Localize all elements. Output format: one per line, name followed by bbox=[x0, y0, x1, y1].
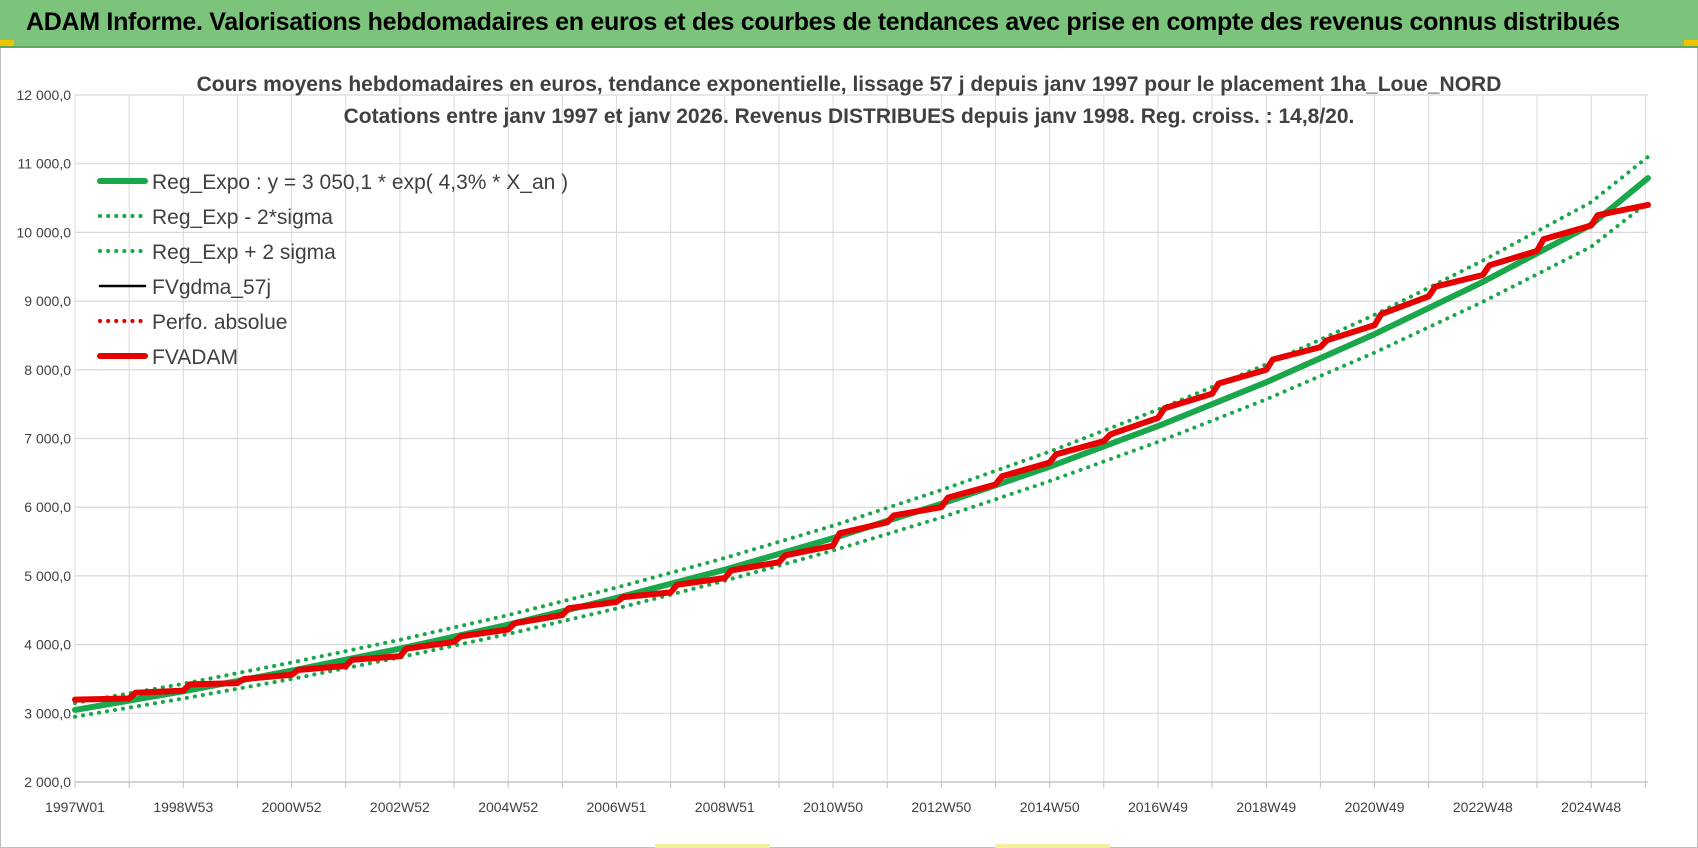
legend: Reg_Expo : y = 3 050,1 * exp( 4,3% * X_a… bbox=[97, 171, 568, 369]
y-tick-label: 3 000,0 bbox=[24, 705, 71, 721]
y-tick-label: 10 000,0 bbox=[17, 224, 72, 240]
bottom-marker bbox=[655, 844, 770, 848]
x-tick-label: 2020W49 bbox=[1345, 799, 1405, 815]
legend-label: Reg_Exp - 2*sigma bbox=[152, 206, 333, 229]
header-banner: ADAM Informe. Valorisations hebdomadaire… bbox=[0, 0, 1698, 48]
y-tick-label: 4 000,0 bbox=[24, 637, 71, 653]
grid-lines bbox=[74, 94, 1648, 783]
y-tick-label: 9 000,0 bbox=[24, 293, 71, 309]
series-line bbox=[72, 201, 1651, 703]
page-title: ADAM Informe. Valorisations hebdomadaire… bbox=[26, 8, 1620, 36]
chart-title: Cours moyens hebdomadaires en euros, ten… bbox=[197, 73, 1502, 128]
y-tick-label: 11 000,0 bbox=[18, 156, 72, 172]
y-tick-label: 12 000,0 bbox=[17, 87, 72, 103]
legend-label: FVADAM bbox=[152, 346, 238, 369]
y-tick-label: 6 000,0 bbox=[24, 499, 71, 515]
legend-label: Reg_Exp + 2 sigma bbox=[152, 241, 336, 264]
y-tick-label: 2 000,0 bbox=[24, 774, 71, 790]
legend-label: Reg_Expo : y = 3 050,1 * exp( 4,3% * X_a… bbox=[152, 171, 568, 194]
x-tick-label: 2024W48 bbox=[1561, 799, 1621, 815]
x-tick-label: 2002W52 bbox=[370, 799, 430, 815]
x-axis: 1997W01 1998W53 2000W52 2002W52 2004W52 2006W… bbox=[45, 781, 1648, 815]
series-line bbox=[73, 154, 1650, 705]
x-tick-label: 2018W49 bbox=[1236, 799, 1296, 815]
x-tick-label: 2022W48 bbox=[1453, 799, 1513, 815]
x-tick-label: 2010W50 bbox=[803, 799, 863, 815]
series-line bbox=[73, 203, 1650, 701]
x-tick-label: 1998W53 bbox=[153, 799, 213, 815]
y-axis: 2 000,0 3 000,0 4 000,0 5 000,0 6 000,0 7 000… bbox=[17, 87, 72, 790]
y-tick-label: 7 000,0 bbox=[24, 431, 71, 447]
x-tick-label: 1997W01 bbox=[45, 799, 105, 815]
y-tick-label: 5 000,0 bbox=[24, 568, 71, 584]
legend-label: FVgdma_57j bbox=[152, 276, 271, 299]
chart-title-line-1: Cours moyens hebdomadaires en euros, ten… bbox=[197, 73, 1502, 96]
series-line bbox=[73, 200, 1650, 719]
x-tick-label: 2000W52 bbox=[262, 799, 322, 815]
corner-marker-right bbox=[1684, 40, 1698, 46]
x-tick-label: 2006W51 bbox=[587, 799, 647, 815]
x-tick-label: 2014W50 bbox=[1020, 799, 1080, 815]
series-line bbox=[73, 202, 1650, 702]
x-tick-label: 2008W51 bbox=[695, 799, 755, 815]
y-tick-label: 8 000,0 bbox=[24, 362, 71, 378]
bottom-marker bbox=[995, 844, 1110, 848]
corner-marker-left bbox=[0, 40, 14, 46]
chart-title-line-2: Cotations entre janv 1997 et janv 2026. … bbox=[344, 105, 1355, 128]
x-tick-label: 2016W49 bbox=[1128, 799, 1188, 815]
legend-label: Perfo. absolue bbox=[152, 311, 287, 334]
x-tick-label: 2012W50 bbox=[911, 799, 971, 815]
x-tick-label: 2004W52 bbox=[478, 799, 538, 815]
series-layer bbox=[72, 154, 1651, 719]
